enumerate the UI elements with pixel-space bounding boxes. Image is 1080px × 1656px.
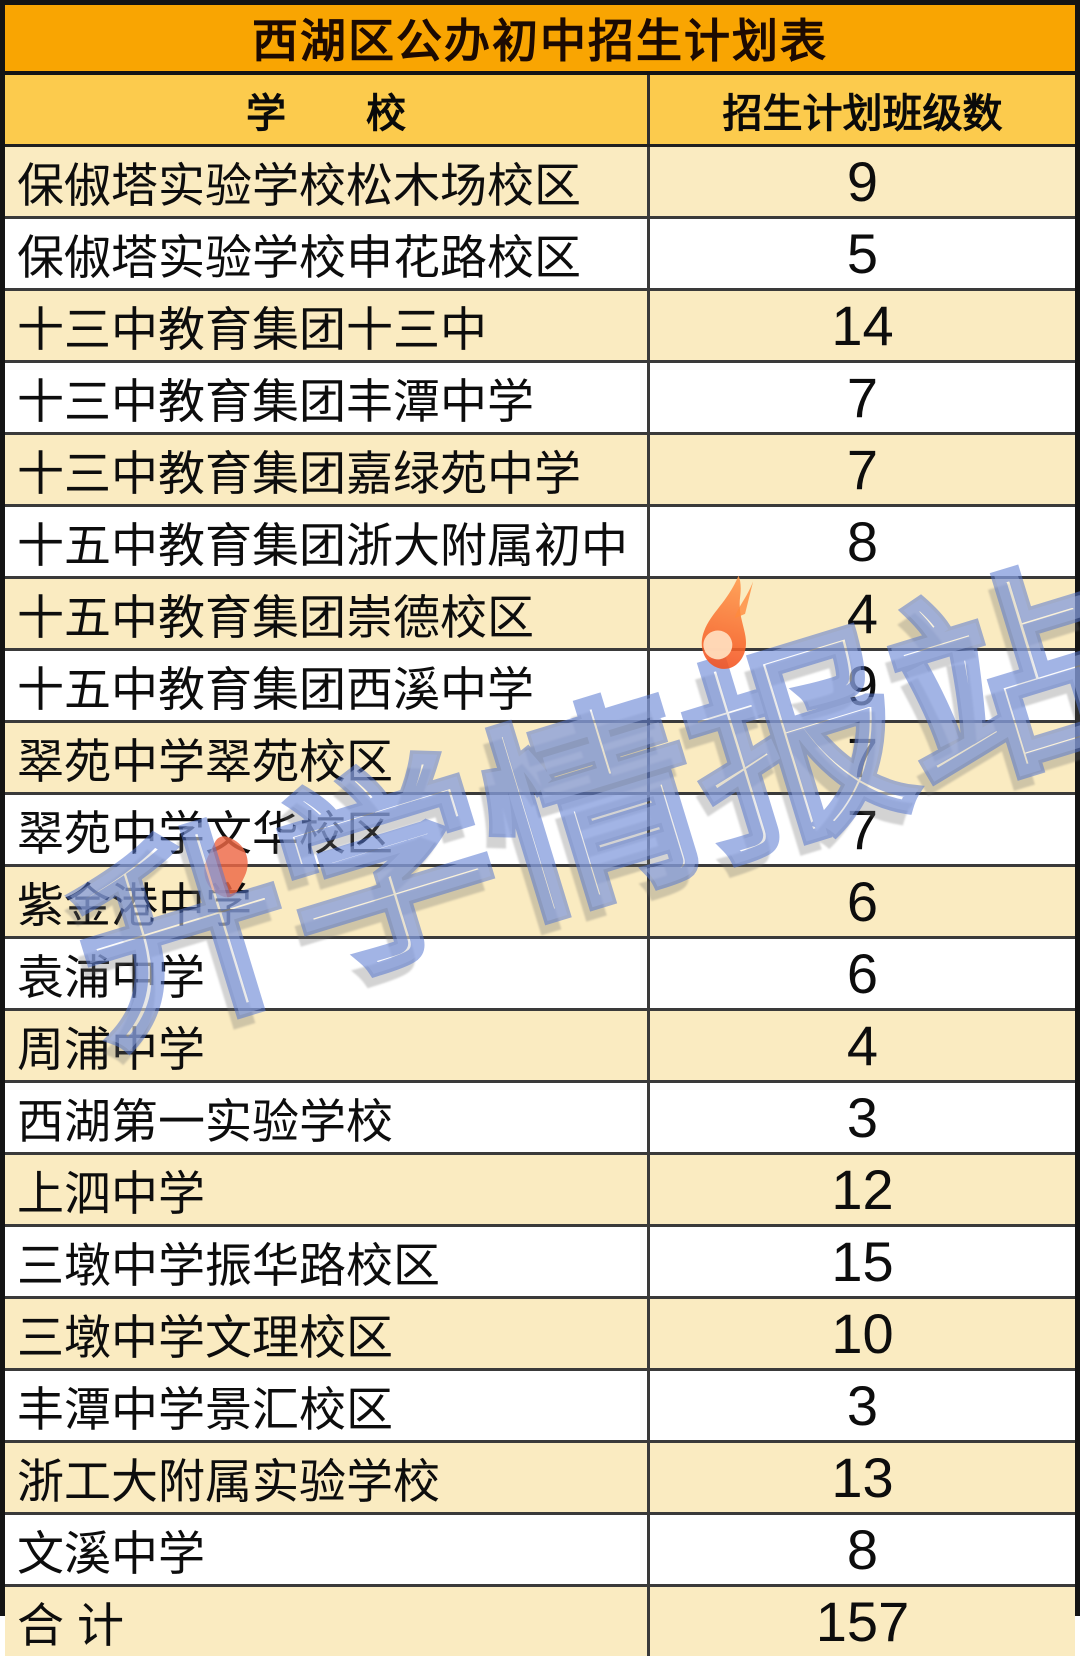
table-row: 文溪中学 8: [5, 1515, 1075, 1587]
classes-cell: 7: [846, 798, 879, 861]
school-cell: 袁浦中学: [5, 939, 650, 1008]
school-cell: 紫金港中学: [5, 867, 650, 936]
table-row: 十五中教育集团浙大附属初中 8: [5, 507, 1075, 579]
school-cell: 合 计: [5, 1587, 650, 1656]
classes-cell: 9: [846, 150, 879, 213]
table-row: 翠苑中学文华校区 7: [5, 795, 1075, 867]
school-cell: 西湖第一实验学校: [5, 1083, 650, 1152]
table-row: 十五中教育集团西溪中学 9: [5, 651, 1075, 723]
school-cell: 文溪中学: [5, 1515, 650, 1584]
school-cell: 丰潭中学景汇校区: [5, 1371, 650, 1440]
classes-cell: 3: [846, 1374, 879, 1437]
school-cell: 十三中教育集团丰潭中学: [5, 363, 650, 432]
classes-cell: 4: [846, 582, 879, 645]
table-row: 紫金港中学 6: [5, 867, 1075, 939]
classes-cell: 8: [846, 510, 879, 573]
table-row: 三墩中学振华路校区 15: [5, 1227, 1075, 1299]
classes-cell: 10: [831, 1302, 894, 1365]
classes-cell: 157: [815, 1590, 910, 1653]
table-row: 周浦中学 4: [5, 1011, 1075, 1083]
school-cell: 十五中教育集团西溪中学: [5, 651, 650, 720]
school-cell: 浙工大附属实验学校: [5, 1443, 650, 1512]
classes-cell: 12: [831, 1158, 894, 1221]
table-row: 十五中教育集团崇德校区 4: [5, 579, 1075, 651]
classes-cell: 13: [831, 1446, 894, 1509]
school-cell: 三墩中学文理校区: [5, 1299, 650, 1368]
classes-cell: 15: [831, 1230, 894, 1293]
table-row: 十三中教育集团丰潭中学 7: [5, 363, 1075, 435]
school-cell: 十五中教育集团崇德校区: [5, 579, 650, 648]
table-row: 保俶塔实验学校松木场校区 9: [5, 147, 1075, 219]
school-cell: 翠苑中学文华校区: [5, 795, 650, 864]
school-cell: 十三中教育集团嘉绿苑中学: [5, 435, 650, 504]
table-row: 袁浦中学 6: [5, 939, 1075, 1011]
classes-cell: 9: [846, 654, 879, 717]
table-row: 西湖第一实验学校 3: [5, 1083, 1075, 1155]
classes-cell: 7: [846, 366, 879, 429]
school-cell: 十五中教育集团浙大附属初中: [5, 507, 650, 576]
school-cell: 上泗中学: [5, 1155, 650, 1224]
classes-cell: 5: [846, 222, 879, 285]
classes-cell: 6: [846, 870, 879, 933]
total-row: 合 计 157: [5, 1587, 1075, 1656]
school-cell: 三墩中学振华路校区: [5, 1227, 650, 1296]
table-row: 十三中教育集团十三中 14: [5, 291, 1075, 363]
classes-cell: 7: [846, 726, 879, 789]
classes-cell: 4: [846, 1014, 879, 1077]
classes-cell: 8: [846, 1518, 879, 1581]
classes-cell: 7: [846, 438, 879, 501]
table-row: 上泗中学 12: [5, 1155, 1075, 1227]
school-cell: 保俶塔实验学校松木场校区: [5, 147, 650, 216]
table-row: 三墩中学文理校区 10: [5, 1299, 1075, 1371]
classes-cell: 14: [831, 294, 894, 357]
column-header-row: 学 校 招生计划班级数: [5, 75, 1075, 147]
table-title: 西湖区公办初中招生计划表: [5, 5, 1075, 75]
table-row: 翠苑中学翠苑校区 7: [5, 723, 1075, 795]
school-cell: 保俶塔实验学校申花路校区: [5, 219, 650, 288]
classes-cell: 6: [846, 942, 879, 1005]
column-header-classes: 招生计划班级数: [722, 91, 1003, 136]
table-body: 保俶塔实验学校松木场校区 9 保俶塔实验学校申花路校区 5 十三中教育集团十三中…: [5, 147, 1075, 1656]
school-cell: 翠苑中学翠苑校区: [5, 723, 650, 792]
table-row: 保俶塔实验学校申花路校区 5: [5, 219, 1075, 291]
table-row: 丰潭中学景汇校区 3: [5, 1371, 1075, 1443]
table-row: 十三中教育集团嘉绿苑中学 7: [5, 435, 1075, 507]
column-header-school: 学 校: [5, 75, 650, 144]
school-cell: 十三中教育集团十三中: [5, 291, 650, 360]
school-cell: 周浦中学: [5, 1011, 650, 1080]
table-row: 浙工大附属实验学校 13: [5, 1443, 1075, 1515]
classes-cell: 3: [846, 1086, 879, 1149]
